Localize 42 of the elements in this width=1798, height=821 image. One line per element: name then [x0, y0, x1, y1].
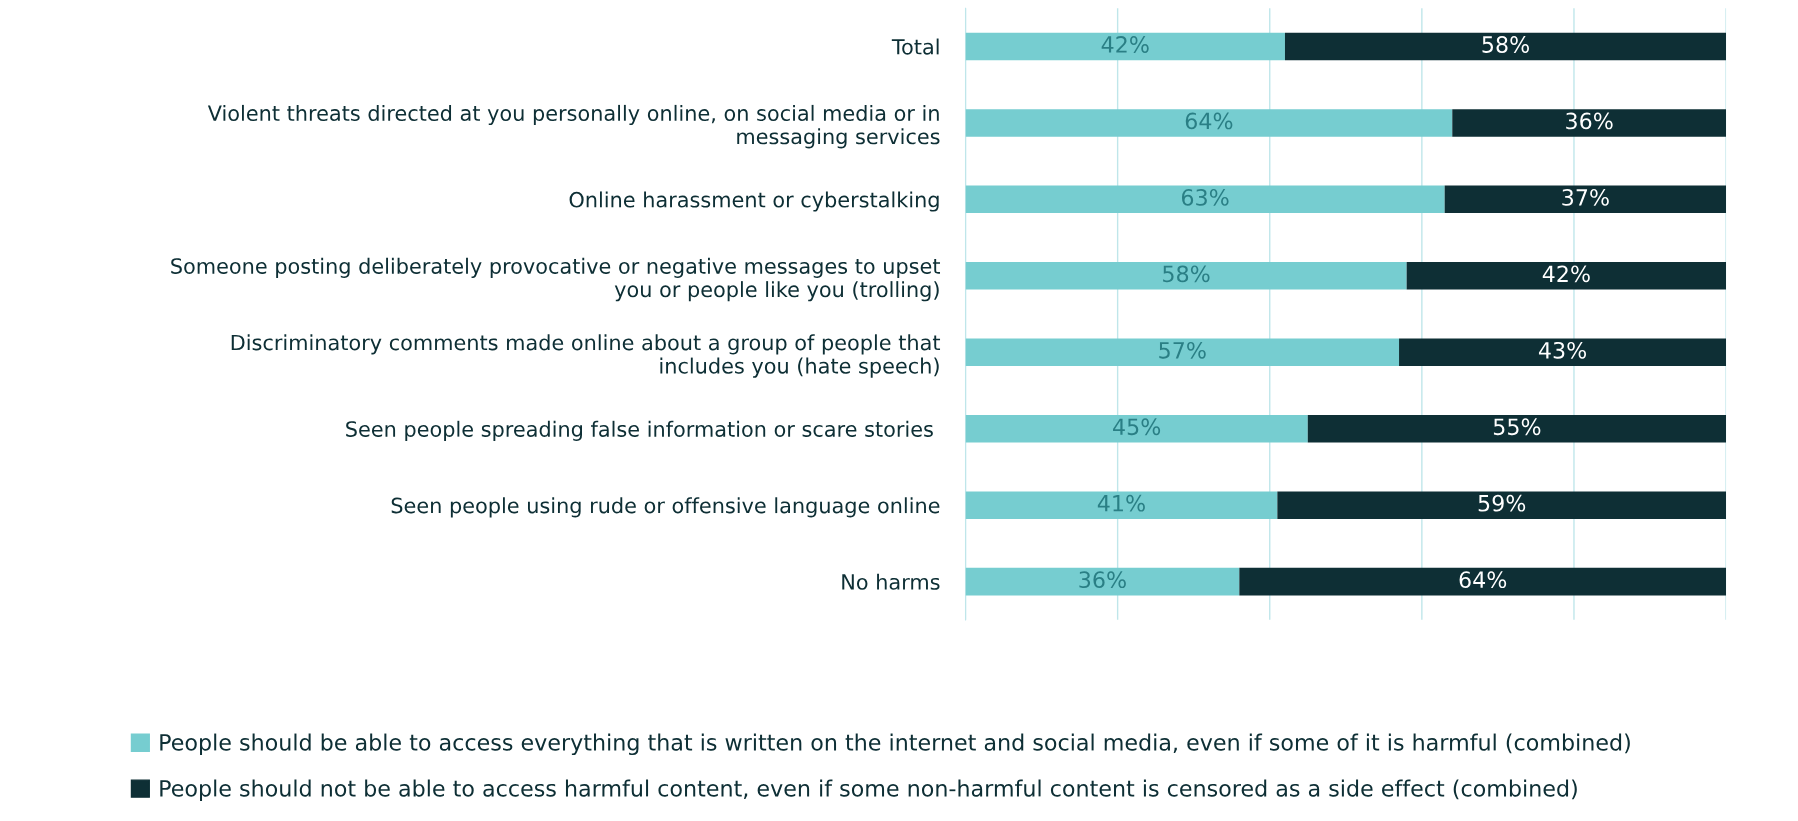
y-tick-label: Seen people using rude or offensive language online — [391, 497, 940, 518]
legend-label: People should not be able to access harmful content, even if some non-harmful content is censored as a side effect (combined) — [160, 779, 1577, 801]
data-label: 59% — [1478, 494, 1526, 512]
bar — [965, 414, 1308, 443]
bar — [1444, 185, 1727, 214]
y-tick-label: No harms — [842, 573, 940, 590]
y-tick-label: Online harassment or cyberstalking — [569, 191, 939, 212]
bar — [965, 262, 1407, 290]
bar — [1452, 109, 1727, 137]
data-label: 63% — [1181, 188, 1229, 206]
bar — [1277, 491, 1727, 519]
bar — [1399, 338, 1727, 367]
data-label: 57% — [1159, 341, 1206, 359]
bar — [1307, 414, 1727, 443]
data-label: 43% — [1538, 341, 1587, 359]
data-label: 42% — [1542, 265, 1590, 283]
data-label: 37% — [1562, 188, 1609, 206]
y-tick-label: Violent threats directed at you personally online, on social media or in messaging services — [207, 104, 940, 149]
bar — [1239, 567, 1727, 596]
y-tick-label: Someone posting deliberately provocative or negative messages to upset you or people like you (trolling) — [171, 257, 941, 302]
legend-label: People should be able to access everything that is written on the internet and social media, even if some of it is harmful (combined) — [160, 733, 1630, 756]
data-label: 41% — [1097, 494, 1145, 512]
bar — [1406, 262, 1727, 290]
bar — [965, 567, 1240, 596]
bar — [965, 338, 1400, 367]
bar — [1284, 32, 1727, 61]
data-label: 64% — [1459, 571, 1507, 589]
bar — [965, 491, 1278, 519]
data-label: 45% — [1113, 418, 1161, 436]
y-tick-label: Discriminatory comments made online about a group of people that includes you (hate speech) — [231, 334, 941, 378]
data-label: 36% — [1566, 112, 1613, 130]
data-label: 36% — [1079, 571, 1126, 589]
bar — [965, 185, 1445, 214]
data-label: 64% — [1185, 112, 1233, 130]
y-tick-label: Seen people spreading false information or scare stories — [346, 420, 933, 441]
data-label: 58% — [1163, 265, 1210, 283]
bar — [965, 109, 1453, 137]
data-label: 55% — [1493, 418, 1541, 436]
y-tick-label: Total — [891, 38, 939, 55]
data-label: 58% — [1482, 36, 1529, 53]
data-label: 42% — [1101, 36, 1149, 53]
bar — [965, 32, 1285, 61]
